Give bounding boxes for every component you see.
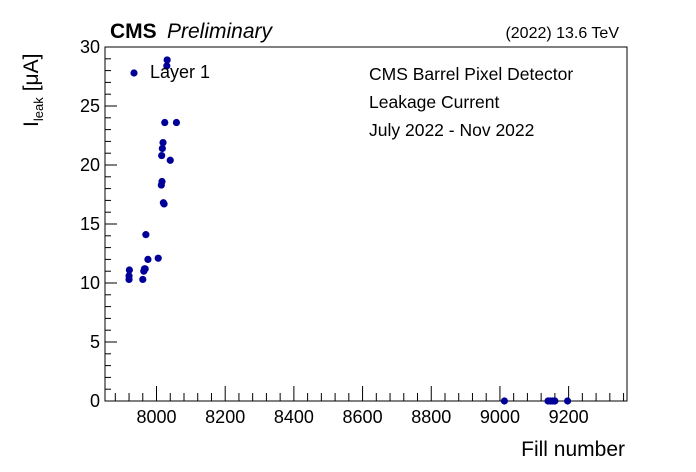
- data-point: [125, 272, 133, 280]
- status-label: Preliminary: [167, 20, 274, 43]
- data-point: [154, 254, 162, 262]
- y-axis-ticks: [105, 46, 117, 402]
- y-axis-tick-labels: 0 5 10 15 20 25 30: [80, 37, 100, 411]
- x-axis-title: Fill number: [521, 438, 625, 461]
- legend: Layer 1: [130, 62, 210, 82]
- x-tick-label: 8400: [274, 407, 314, 427]
- data-point: [158, 177, 166, 186]
- x-tick-label: 9000: [480, 407, 520, 427]
- x-tick-label: 9200: [549, 407, 589, 427]
- data-point: [163, 56, 171, 64]
- experiment-label: CMS: [110, 20, 157, 43]
- y-axis-title-unit: [μA]: [20, 54, 43, 92]
- x-tick-label: 8200: [205, 407, 245, 427]
- data-point: [500, 397, 508, 405]
- data-point: [563, 397, 572, 405]
- y-tick-label: 30: [80, 37, 100, 57]
- data-point: [163, 62, 171, 70]
- data-point: [551, 397, 559, 405]
- y-tick-label: 25: [80, 96, 100, 116]
- plot-frame: [104, 46, 628, 402]
- x-tick-label: 8600: [343, 407, 383, 427]
- y-axis-title-subscript: leak: [31, 97, 46, 121]
- annotation-period: July 2022 - Nov 2022: [369, 120, 534, 140]
- data-point: [161, 118, 169, 127]
- y-tick-label: 5: [90, 332, 100, 352]
- x-axis-tick-labels: 8000 8200 8400 8600 8800 9000 9200: [136, 407, 588, 427]
- legend-marker: [130, 69, 138, 77]
- legend-label: Layer 1: [150, 62, 210, 82]
- data-point: [139, 275, 147, 284]
- data-point: [158, 151, 166, 160]
- data-point: [141, 265, 149, 273]
- data-point: [125, 266, 133, 274]
- data-point: [159, 138, 167, 147]
- annotation-detector: CMS Barrel Pixel Detector: [369, 64, 573, 84]
- y-tick-label: 15: [80, 214, 100, 234]
- y-tick-label: 20: [80, 155, 100, 175]
- y-axis-title: Ileak [μA]: [20, 54, 46, 127]
- data-point: [142, 231, 150, 239]
- x-tick-label: 8000: [136, 407, 176, 427]
- data-point: [160, 200, 168, 208]
- data-point: [166, 156, 174, 164]
- y-tick-label: 10: [80, 273, 100, 293]
- data-points: [125, 56, 572, 405]
- data-point: [172, 118, 181, 127]
- data-point: [144, 255, 152, 263]
- energy-label: (2022) 13.6 TeV: [505, 25, 619, 42]
- annotation-quantity: Leakage Current: [369, 92, 499, 112]
- x-tick-label: 8800: [411, 407, 451, 427]
- y-tick-label: 0: [90, 391, 100, 411]
- y-axis-title-main: I: [20, 121, 43, 127]
- data-point: [158, 144, 166, 153]
